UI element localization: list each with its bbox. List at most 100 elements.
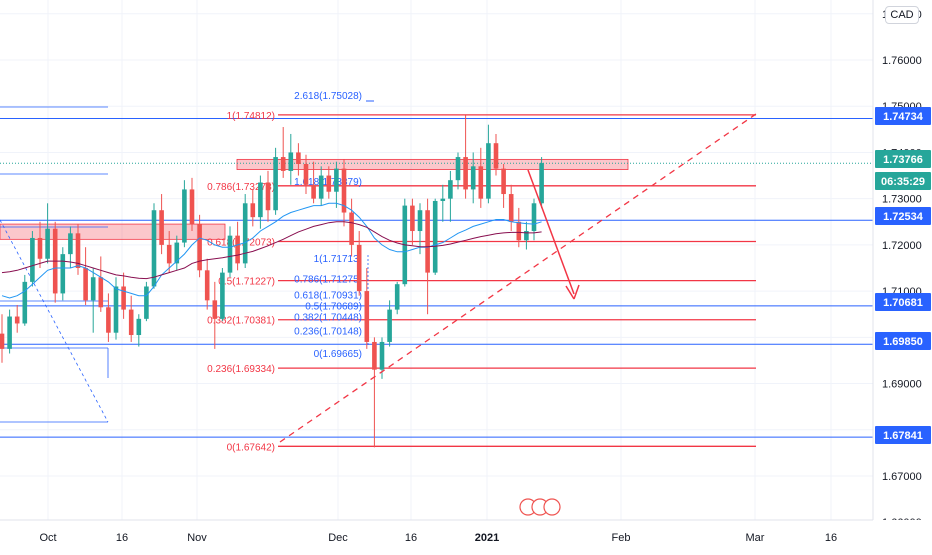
- candle-body[interactable]: [326, 175, 332, 192]
- candle-body[interactable]: [250, 203, 256, 218]
- price-badge[interactable]: [875, 332, 931, 350]
- price-badge[interactable]: [875, 293, 931, 311]
- candle-body[interactable]: [288, 152, 294, 171]
- price-badge-label: 1.69850: [883, 336, 923, 348]
- price-badge-label: 1.67841: [883, 430, 923, 442]
- candle-body[interactable]: [68, 233, 73, 255]
- candle-body[interactable]: [531, 203, 537, 232]
- candle-body[interactable]: [197, 224, 202, 271]
- candle-body[interactable]: [144, 286, 149, 319]
- resistance-zone[interactable]: [236, 158, 629, 170]
- candle-body[interactable]: [258, 182, 263, 218]
- candle-body[interactable]: [83, 267, 88, 301]
- candle-body[interactable]: [60, 254, 66, 294]
- candle-body[interactable]: [394, 284, 400, 310]
- moving-average-blue: [1, 202, 542, 299]
- candle-body[interactable]: [0, 333, 5, 349]
- support-zone[interactable]: [0, 223, 226, 240]
- candle-body[interactable]: [303, 163, 309, 185]
- candle-body[interactable]: [539, 163, 544, 204]
- time-tick-label: Nov: [187, 532, 207, 544]
- candle-body[interactable]: [318, 175, 324, 199]
- candle-body[interactable]: [425, 210, 430, 273]
- candle-body[interactable]: [75, 233, 81, 268]
- candle-body[interactable]: [106, 307, 111, 333]
- candle-body[interactable]: [212, 300, 218, 319]
- price-badge-label: 1.73766: [883, 154, 923, 166]
- candle-body[interactable]: [242, 203, 248, 264]
- candle-body[interactable]: [280, 157, 286, 171]
- candle-body[interactable]: [90, 277, 96, 301]
- candle-body[interactable]: [524, 231, 529, 241]
- candle-body[interactable]: [235, 235, 240, 264]
- fib-retracement-label: 0.618(1.72073): [207, 238, 275, 249]
- candle-body[interactable]: [334, 168, 339, 192]
- candle-body[interactable]: [379, 341, 385, 370]
- candle-body[interactable]: [463, 157, 468, 190]
- price-badge[interactable]: [875, 107, 931, 125]
- candle-body[interactable]: [501, 168, 506, 195]
- candle-body[interactable]: [14, 316, 20, 324]
- candle-body[interactable]: [113, 286, 119, 333]
- candle-body[interactable]: [22, 281, 28, 324]
- candle-body[interactable]: [265, 182, 271, 211]
- fib-retracement-label: 0.5(1.71227): [218, 277, 275, 288]
- candle-body[interactable]: [204, 270, 210, 301]
- time-scale[interactable]: [0, 520, 932, 550]
- candle-body[interactable]: [98, 277, 104, 308]
- candle-body[interactable]: [136, 318, 142, 336]
- candle-body[interactable]: [448, 180, 453, 199]
- price-tick-label: 1.67000: [882, 471, 922, 483]
- price-badge[interactable]: [875, 172, 931, 190]
- candle-body[interactable]: [516, 221, 522, 241]
- candle-body[interactable]: [273, 157, 278, 211]
- candle-body[interactable]: [341, 168, 347, 213]
- candle-body[interactable]: [296, 152, 301, 164]
- price-badge[interactable]: [875, 426, 931, 444]
- price-badge[interactable]: [875, 207, 931, 225]
- event-flag-icon[interactable]: [543, 498, 561, 516]
- fib-extension-label: 0(1.69665): [314, 349, 362, 360]
- fib-extension-label: 1(1.71713): [314, 254, 362, 265]
- candle-body[interactable]: [364, 291, 370, 342]
- candle-body[interactable]: [174, 242, 180, 264]
- candle-body[interactable]: [121, 286, 126, 310]
- candle-body[interactable]: [349, 212, 354, 245]
- currency-button[interactable]: CAD: [885, 6, 919, 24]
- candle-body[interactable]: [493, 143, 499, 169]
- candle-body[interactable]: [128, 309, 134, 336]
- candle-body[interactable]: [387, 309, 392, 342]
- candle-body[interactable]: [508, 194, 514, 222]
- candle-body[interactable]: [7, 316, 12, 349]
- candle-body[interactable]: [478, 166, 484, 199]
- candle-body[interactable]: [486, 143, 491, 199]
- candle-body[interactable]: [432, 200, 438, 273]
- candle-body[interactable]: [410, 205, 415, 232]
- candle-body[interactable]: [455, 157, 461, 181]
- candle-body[interactable]: [417, 210, 423, 232]
- candle-body[interactable]: [159, 210, 164, 245]
- candle-body[interactable]: [470, 166, 476, 190]
- left-dashed-diagonal[interactable]: [0, 219, 109, 423]
- fib-retracement-label: 0(1.67642): [227, 442, 275, 453]
- moving-average-maroon: [1, 221, 542, 280]
- projection-arrow-line[interactable]: [527, 169, 575, 295]
- candle-body[interactable]: [189, 189, 195, 225]
- candle-body[interactable]: [30, 237, 35, 282]
- candle-body[interactable]: [37, 237, 43, 259]
- fib-retracement-label: 0.382(1.70381): [207, 316, 275, 327]
- candle-body[interactable]: [45, 228, 50, 259]
- candle-body[interactable]: [182, 189, 187, 243]
- trendline-dashed[interactable]: [279, 113, 757, 443]
- candle-body[interactable]: [372, 341, 377, 370]
- candle-body[interactable]: [220, 272, 225, 319]
- candle-body[interactable]: [227, 235, 233, 273]
- candle-body[interactable]: [311, 184, 316, 199]
- candle-body[interactable]: [166, 244, 172, 264]
- price-badge[interactable]: [875, 150, 931, 168]
- candle-body[interactable]: [440, 198, 446, 201]
- candle-body[interactable]: [356, 244, 362, 292]
- candle-body[interactable]: [151, 210, 157, 287]
